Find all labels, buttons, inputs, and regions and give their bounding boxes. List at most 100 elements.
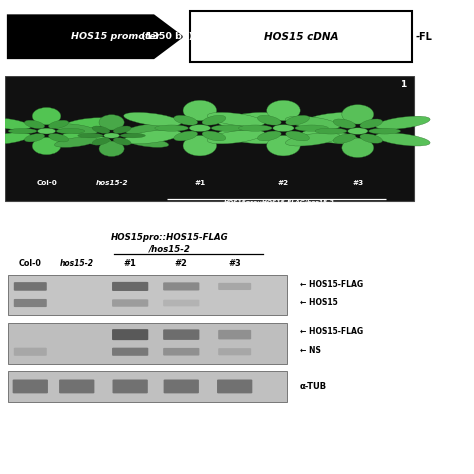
Ellipse shape [219, 112, 276, 126]
Text: #3: #3 [228, 259, 241, 268]
Ellipse shape [267, 100, 300, 121]
Ellipse shape [267, 136, 300, 156]
Ellipse shape [55, 124, 98, 134]
Text: hos15-2: hos15-2 [60, 259, 94, 268]
Ellipse shape [183, 100, 217, 121]
Ellipse shape [375, 133, 430, 146]
Ellipse shape [0, 118, 31, 129]
Ellipse shape [48, 134, 69, 142]
FancyBboxPatch shape [163, 329, 200, 340]
Ellipse shape [63, 133, 111, 145]
FancyBboxPatch shape [190, 11, 412, 63]
Text: hos15-2: hos15-2 [95, 180, 128, 186]
Ellipse shape [174, 131, 198, 141]
FancyBboxPatch shape [60, 348, 93, 356]
Ellipse shape [99, 141, 124, 156]
FancyBboxPatch shape [164, 380, 199, 393]
FancyBboxPatch shape [218, 330, 251, 339]
Ellipse shape [126, 124, 169, 134]
FancyBboxPatch shape [163, 283, 200, 291]
Ellipse shape [342, 138, 374, 157]
Text: 1: 1 [400, 80, 406, 89]
Ellipse shape [257, 131, 281, 141]
Text: (1350 bp): (1350 bp) [138, 32, 193, 41]
Polygon shape [7, 14, 184, 59]
Text: α-TUB: α-TUB [300, 382, 327, 391]
Text: HOS15 cDNA: HOS15 cDNA [264, 32, 338, 42]
Ellipse shape [8, 128, 37, 134]
FancyBboxPatch shape [217, 380, 252, 393]
Ellipse shape [295, 125, 328, 131]
Ellipse shape [286, 115, 310, 125]
Text: HOS15 promoter: HOS15 promoter [71, 32, 160, 41]
Ellipse shape [360, 134, 383, 143]
FancyBboxPatch shape [218, 348, 251, 356]
Ellipse shape [63, 118, 111, 129]
Ellipse shape [113, 126, 131, 133]
Circle shape [348, 128, 368, 134]
Text: ← HOS15-FLAG: ← HOS15-FLAG [300, 280, 363, 289]
Ellipse shape [25, 120, 45, 128]
Text: ← NS: ← NS [300, 346, 320, 356]
Text: ← HOS15-FLAG: ← HOS15-FLAG [300, 327, 363, 336]
Ellipse shape [113, 138, 131, 145]
Ellipse shape [202, 131, 226, 141]
FancyBboxPatch shape [112, 282, 148, 291]
Ellipse shape [124, 130, 181, 144]
FancyBboxPatch shape [59, 380, 94, 393]
FancyBboxPatch shape [14, 299, 47, 307]
Ellipse shape [48, 120, 69, 128]
Ellipse shape [360, 119, 383, 128]
FancyBboxPatch shape [163, 348, 200, 356]
Ellipse shape [207, 130, 265, 144]
Ellipse shape [124, 112, 181, 126]
FancyBboxPatch shape [112, 380, 148, 393]
Ellipse shape [342, 105, 374, 124]
Text: HOS15pro::HOS15-FLAG: HOS15pro::HOS15-FLAG [111, 234, 228, 243]
Ellipse shape [174, 115, 198, 125]
Text: Col-0: Col-0 [36, 180, 57, 186]
Ellipse shape [92, 138, 110, 145]
FancyBboxPatch shape [14, 282, 47, 291]
Text: #1: #1 [194, 180, 205, 186]
Text: Col-0: Col-0 [19, 259, 42, 268]
FancyBboxPatch shape [9, 371, 287, 402]
FancyBboxPatch shape [14, 347, 47, 356]
FancyBboxPatch shape [112, 299, 148, 307]
Ellipse shape [202, 115, 226, 125]
Circle shape [37, 128, 55, 134]
Ellipse shape [56, 128, 85, 134]
Circle shape [104, 133, 119, 138]
FancyBboxPatch shape [218, 300, 251, 306]
Ellipse shape [155, 125, 188, 131]
Ellipse shape [25, 134, 45, 142]
Ellipse shape [207, 112, 265, 126]
FancyBboxPatch shape [163, 300, 200, 306]
Ellipse shape [32, 108, 61, 125]
Ellipse shape [257, 115, 281, 125]
FancyBboxPatch shape [112, 347, 148, 356]
Text: -FL: -FL [415, 32, 432, 42]
Ellipse shape [285, 116, 340, 129]
Ellipse shape [302, 112, 360, 126]
Text: #1: #1 [124, 259, 137, 268]
Ellipse shape [92, 126, 110, 133]
Ellipse shape [211, 125, 245, 131]
Ellipse shape [286, 131, 310, 141]
FancyBboxPatch shape [5, 76, 413, 201]
Ellipse shape [238, 125, 272, 131]
Ellipse shape [99, 115, 124, 130]
Text: ← HOS15: ← HOS15 [300, 298, 337, 307]
Ellipse shape [183, 136, 217, 156]
Ellipse shape [126, 137, 169, 147]
Circle shape [189, 125, 210, 131]
Text: HOS15pro::HOS15-FLAG/hos15-2: HOS15pro::HOS15-FLAG/hos15-2 [223, 200, 334, 205]
Text: /hos15-2: /hos15-2 [149, 245, 191, 254]
Ellipse shape [333, 134, 356, 143]
Ellipse shape [369, 128, 401, 134]
Ellipse shape [333, 119, 356, 128]
Ellipse shape [315, 128, 347, 134]
Ellipse shape [78, 133, 103, 138]
Ellipse shape [375, 116, 430, 129]
Ellipse shape [302, 130, 360, 144]
